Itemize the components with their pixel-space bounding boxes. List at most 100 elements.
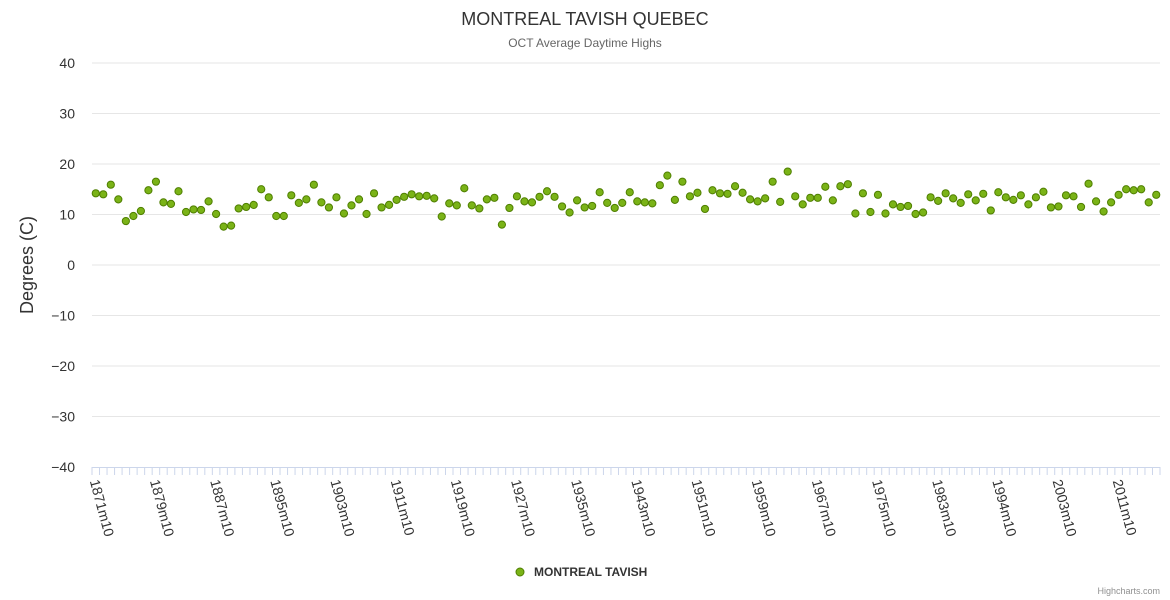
data-point[interactable]	[189, 205, 198, 214]
data-point[interactable]	[287, 191, 296, 200]
data-point[interactable]	[302, 195, 311, 204]
data-point[interactable]	[573, 196, 582, 205]
data-point[interactable]	[934, 196, 943, 205]
credits[interactable]: Highcharts.com	[1097, 586, 1160, 596]
data-point[interactable]	[1031, 193, 1041, 202]
data-point[interactable]	[520, 197, 529, 206]
data-point[interactable]	[535, 192, 544, 201]
data-point[interactable]	[640, 198, 649, 207]
data-point[interactable]	[956, 198, 965, 207]
data-point[interactable]	[1137, 185, 1146, 194]
data-point[interactable]	[663, 171, 672, 180]
data-point[interactable]	[91, 189, 100, 198]
data-point[interactable]	[700, 204, 710, 214]
data-point[interactable]	[392, 195, 401, 204]
data-point[interactable]	[384, 200, 394, 210]
data-point[interactable]	[204, 197, 213, 206]
data-point[interactable]	[798, 200, 807, 209]
data-point[interactable]	[422, 191, 431, 200]
data-point[interactable]	[242, 202, 251, 212]
data-point[interactable]	[332, 193, 341, 202]
data-point[interactable]	[881, 209, 890, 218]
data-point[interactable]	[738, 188, 747, 197]
data-point[interactable]	[685, 192, 695, 201]
data-point[interactable]	[813, 193, 822, 202]
data-point[interactable]	[211, 209, 221, 219]
data-point[interactable]	[858, 189, 868, 198]
data-point[interactable]	[181, 207, 191, 217]
data-point[interactable]	[979, 189, 988, 198]
data-point[interactable]	[1091, 197, 1101, 206]
data-point[interactable]	[467, 201, 476, 210]
data-point[interactable]	[715, 189, 725, 198]
data-point[interactable]	[339, 209, 349, 218]
data-point[interactable]	[407, 190, 416, 199]
data-point[interactable]	[986, 206, 995, 215]
data-point[interactable]	[761, 194, 770, 203]
data-point[interactable]	[730, 182, 740, 191]
data-point[interactable]	[1069, 192, 1078, 201]
data-point[interactable]	[903, 201, 913, 211]
data-point[interactable]	[174, 187, 183, 196]
data-point[interactable]	[1016, 191, 1025, 200]
data-point[interactable]	[949, 194, 958, 203]
data-point[interactable]	[971, 196, 980, 205]
data-point[interactable]	[806, 193, 815, 202]
data-point[interactable]	[144, 186, 153, 195]
data-point[interactable]	[708, 186, 717, 195]
data-point[interactable]	[964, 190, 973, 199]
data-point[interactable]	[460, 184, 469, 193]
data-point[interactable]	[1001, 193, 1010, 202]
data-point[interactable]	[753, 197, 762, 206]
data-point[interactable]	[588, 201, 597, 211]
data-point[interactable]	[821, 182, 830, 191]
data-point[interactable]	[941, 189, 950, 198]
data-point[interactable]	[851, 209, 860, 218]
data-point[interactable]	[227, 221, 236, 230]
data-point[interactable]	[678, 177, 687, 186]
data-point[interactable]	[918, 208, 928, 217]
data-point[interactable]	[377, 203, 386, 212]
data-point[interactable]	[166, 199, 176, 208]
data-point[interactable]	[1144, 198, 1153, 207]
data-point[interactable]	[1129, 186, 1138, 195]
data-point[interactable]	[926, 193, 935, 202]
data-point[interactable]	[121, 216, 130, 226]
data-point[interactable]	[400, 192, 409, 201]
data-point[interactable]	[482, 195, 491, 204]
data-point[interactable]	[1061, 191, 1071, 200]
data-point[interactable]	[873, 190, 883, 199]
data-point[interactable]	[452, 201, 461, 210]
data-point[interactable]	[196, 205, 206, 215]
data-point[interactable]	[279, 211, 288, 221]
data-point[interactable]	[347, 201, 356, 210]
data-point[interactable]	[994, 188, 1003, 197]
data-point[interactable]	[475, 204, 484, 213]
data-point[interactable]	[512, 192, 522, 201]
data-point[interactable]	[580, 203, 589, 212]
data-point[interactable]	[1099, 207, 1108, 216]
data-point[interactable]	[505, 203, 514, 213]
data-point[interactable]	[114, 195, 123, 204]
data-point[interactable]	[437, 212, 446, 221]
data-point[interactable]	[1114, 190, 1123, 199]
data-point[interactable]	[625, 188, 634, 197]
data-point[interactable]	[354, 195, 364, 204]
data-point[interactable]	[791, 192, 800, 201]
data-point[interactable]	[783, 167, 792, 176]
data-point[interactable]	[272, 211, 281, 221]
data-point[interactable]	[693, 188, 702, 197]
data-point[interactable]	[745, 195, 755, 204]
data-point[interactable]	[294, 198, 303, 207]
data-point[interactable]	[151, 177, 161, 186]
data-point[interactable]	[603, 198, 612, 207]
data-point[interactable]	[324, 203, 334, 212]
data-point[interactable]	[1054, 202, 1063, 211]
data-point[interactable]	[836, 182, 845, 191]
data-point[interactable]	[527, 198, 537, 207]
data-point[interactable]	[896, 202, 905, 212]
data-point[interactable]	[490, 193, 499, 202]
legend[interactable]: MONTREAL TAVISH	[515, 565, 647, 579]
data-point[interactable]	[670, 195, 679, 204]
data-point[interactable]	[1046, 203, 1056, 212]
